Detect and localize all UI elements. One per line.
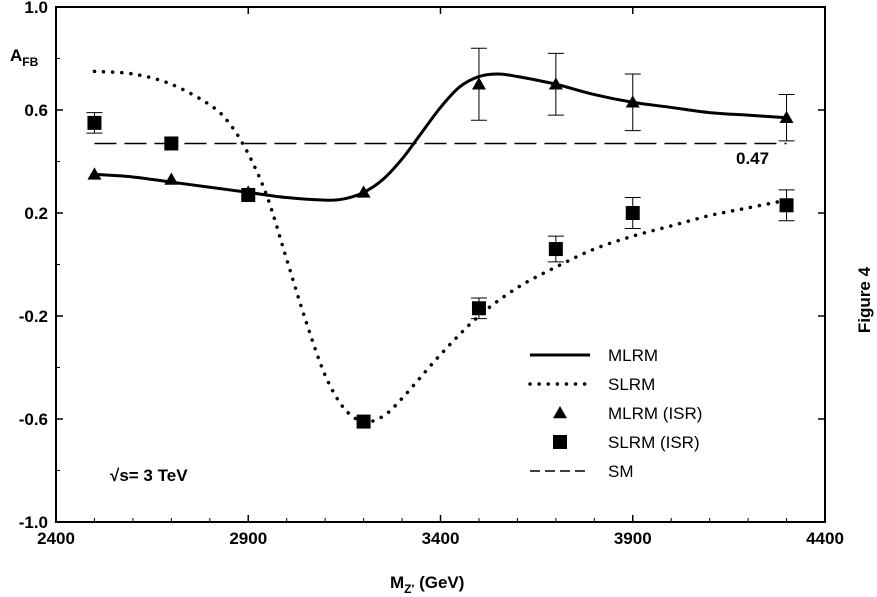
slrm-isr-point <box>356 414 371 429</box>
x-tick-label: 2400 <box>37 529 75 548</box>
mlrm-isr-point <box>164 172 179 185</box>
y-tick-label: -0.6 <box>19 410 48 429</box>
legend-slrm-isr-swatch <box>553 435 567 449</box>
slrm-isr-point <box>164 136 179 151</box>
slrm-isr-point <box>87 115 102 130</box>
legend-label: SLRM <box>608 375 655 394</box>
slrm-isr-point <box>471 301 486 316</box>
series-mlrm-line <box>94 72 787 202</box>
legend-label: MLRM (ISR) <box>608 404 702 423</box>
legend-label: SLRM (ISR) <box>608 433 700 452</box>
series-layer <box>92 69 789 424</box>
slrm-isr-point <box>779 198 794 213</box>
slrm-isr-point <box>241 187 256 202</box>
y-axis-title: AFB <box>10 46 39 69</box>
x-axis-title-main: M <box>390 573 404 592</box>
series-slrm-line <box>92 69 789 424</box>
figure-side-label: Figure 4 <box>855 266 874 333</box>
y-axis-title-main: A <box>10 46 22 65</box>
mlrm-isr-point <box>779 110 794 123</box>
slrm-isr-point <box>625 206 640 220</box>
slrm-isr-point <box>548 242 563 257</box>
x-tick-label: 3900 <box>614 529 652 548</box>
x-tick-label: 2900 <box>229 529 267 548</box>
x-axis-title-rest: (GeV) <box>414 573 464 592</box>
legend-label: SM <box>608 462 634 481</box>
legend-label: MLRM <box>608 346 658 365</box>
mlrm-isr-point <box>356 185 371 198</box>
plot-frame <box>55 6 826 523</box>
tick-labels: 2400 2900 3400 3900 4400 -1.0 -0.6 -0.2 0.2 0.6 1.… <box>19 0 844 548</box>
ticks <box>55 6 826 523</box>
x-axis-title: MZ' (GeV) <box>390 573 464 596</box>
energy-annotation: √s= 3 TeV <box>110 466 188 485</box>
x-axis-title-sub: Z' <box>404 582 414 596</box>
y-tick-label: 1.0 <box>24 0 48 17</box>
sm-value-label: 0.47 <box>736 149 769 168</box>
legend-mlrm-isr-swatch <box>553 406 567 419</box>
y-tick-label: 0.6 <box>24 101 48 120</box>
x-tick-label: 3400 <box>422 529 460 548</box>
legend: MLRM SLRM MLRM (ISR) SLRM (ISR) SM <box>528 346 702 481</box>
y-tick-label: -0.2 <box>19 307 48 326</box>
y-tick-label: 0.2 <box>24 204 48 223</box>
markers-layer <box>86 47 795 429</box>
y-tick-label: -1.0 <box>19 513 48 532</box>
mlrm-isr-point <box>87 167 102 180</box>
y-axis-title-sub: FB <box>22 55 38 69</box>
mlrm-isr-point <box>471 77 486 90</box>
x-tick-label: 4400 <box>806 529 844 548</box>
mlrm-isr-point <box>548 77 563 90</box>
mlrm-isr-point <box>625 95 640 108</box>
